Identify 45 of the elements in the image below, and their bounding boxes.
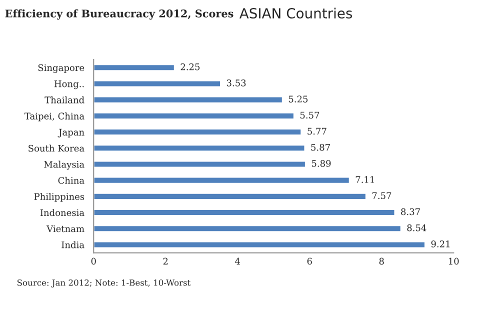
data-label: 7.11 — [356, 176, 374, 183]
bar — [94, 64, 176, 72]
data-label: 8.54 — [407, 224, 426, 232]
data-label: 5.87 — [311, 144, 330, 151]
x-tick-label: 10 — [448, 258, 459, 265]
source-note: Source: Jan 2012; Note: 1-Best, 10-Worst — [18, 279, 191, 288]
y-tick-label: South Korea — [28, 144, 84, 152]
bar — [94, 112, 295, 120]
y-tick-label: Taipei, China — [24, 112, 84, 122]
y-tick-label: Malaysia — [44, 160, 84, 170]
data-label: 5.57 — [300, 112, 320, 119]
y-tick-label: China — [58, 176, 84, 184]
data-label: 5.89 — [312, 160, 331, 167]
bar — [94, 240, 426, 249]
bar — [94, 80, 222, 88]
y-tick-label: India — [62, 241, 84, 248]
bar — [94, 160, 306, 168]
chart-title: Efficiency of Bureaucracy 2012, Scores — [5, 9, 234, 20]
y-tick-label: Indonesia — [40, 209, 84, 216]
bar — [94, 144, 306, 152]
y-tick-label: Thailand — [44, 96, 84, 104]
bar — [94, 192, 367, 200]
bar — [94, 128, 302, 136]
bar — [94, 208, 396, 216]
x-tick-label: 8 — [379, 258, 384, 265]
x-tick-label: 4 — [235, 258, 240, 264]
data-label: 7.57 — [372, 192, 392, 200]
data-label: 8.37 — [401, 208, 420, 216]
data-label: 5.77 — [308, 128, 326, 135]
bar — [94, 224, 402, 233]
y-tick-label: Hong.. — [54, 80, 84, 90]
x-tick-label: 0 — [91, 258, 96, 265]
y-tick-label: Philippines — [34, 192, 84, 202]
y-tick-label: Vietnam — [46, 225, 84, 232]
y-tick-label: Japan — [58, 128, 84, 138]
data-label: 3.53 — [226, 80, 246, 86]
x-tick-label: 2 — [163, 258, 168, 264]
data-label: 2.25 — [180, 63, 200, 70]
chart-subtitle: ASIAN Countries — [239, 8, 352, 19]
y-tick-label: Singapore — [38, 64, 84, 73]
bar — [94, 96, 284, 104]
x-tick-label: 6 — [307, 258, 312, 265]
bar — [94, 176, 350, 184]
data-label: 9.21 — [431, 240, 450, 248]
data-label: 5.25 — [288, 96, 308, 102]
